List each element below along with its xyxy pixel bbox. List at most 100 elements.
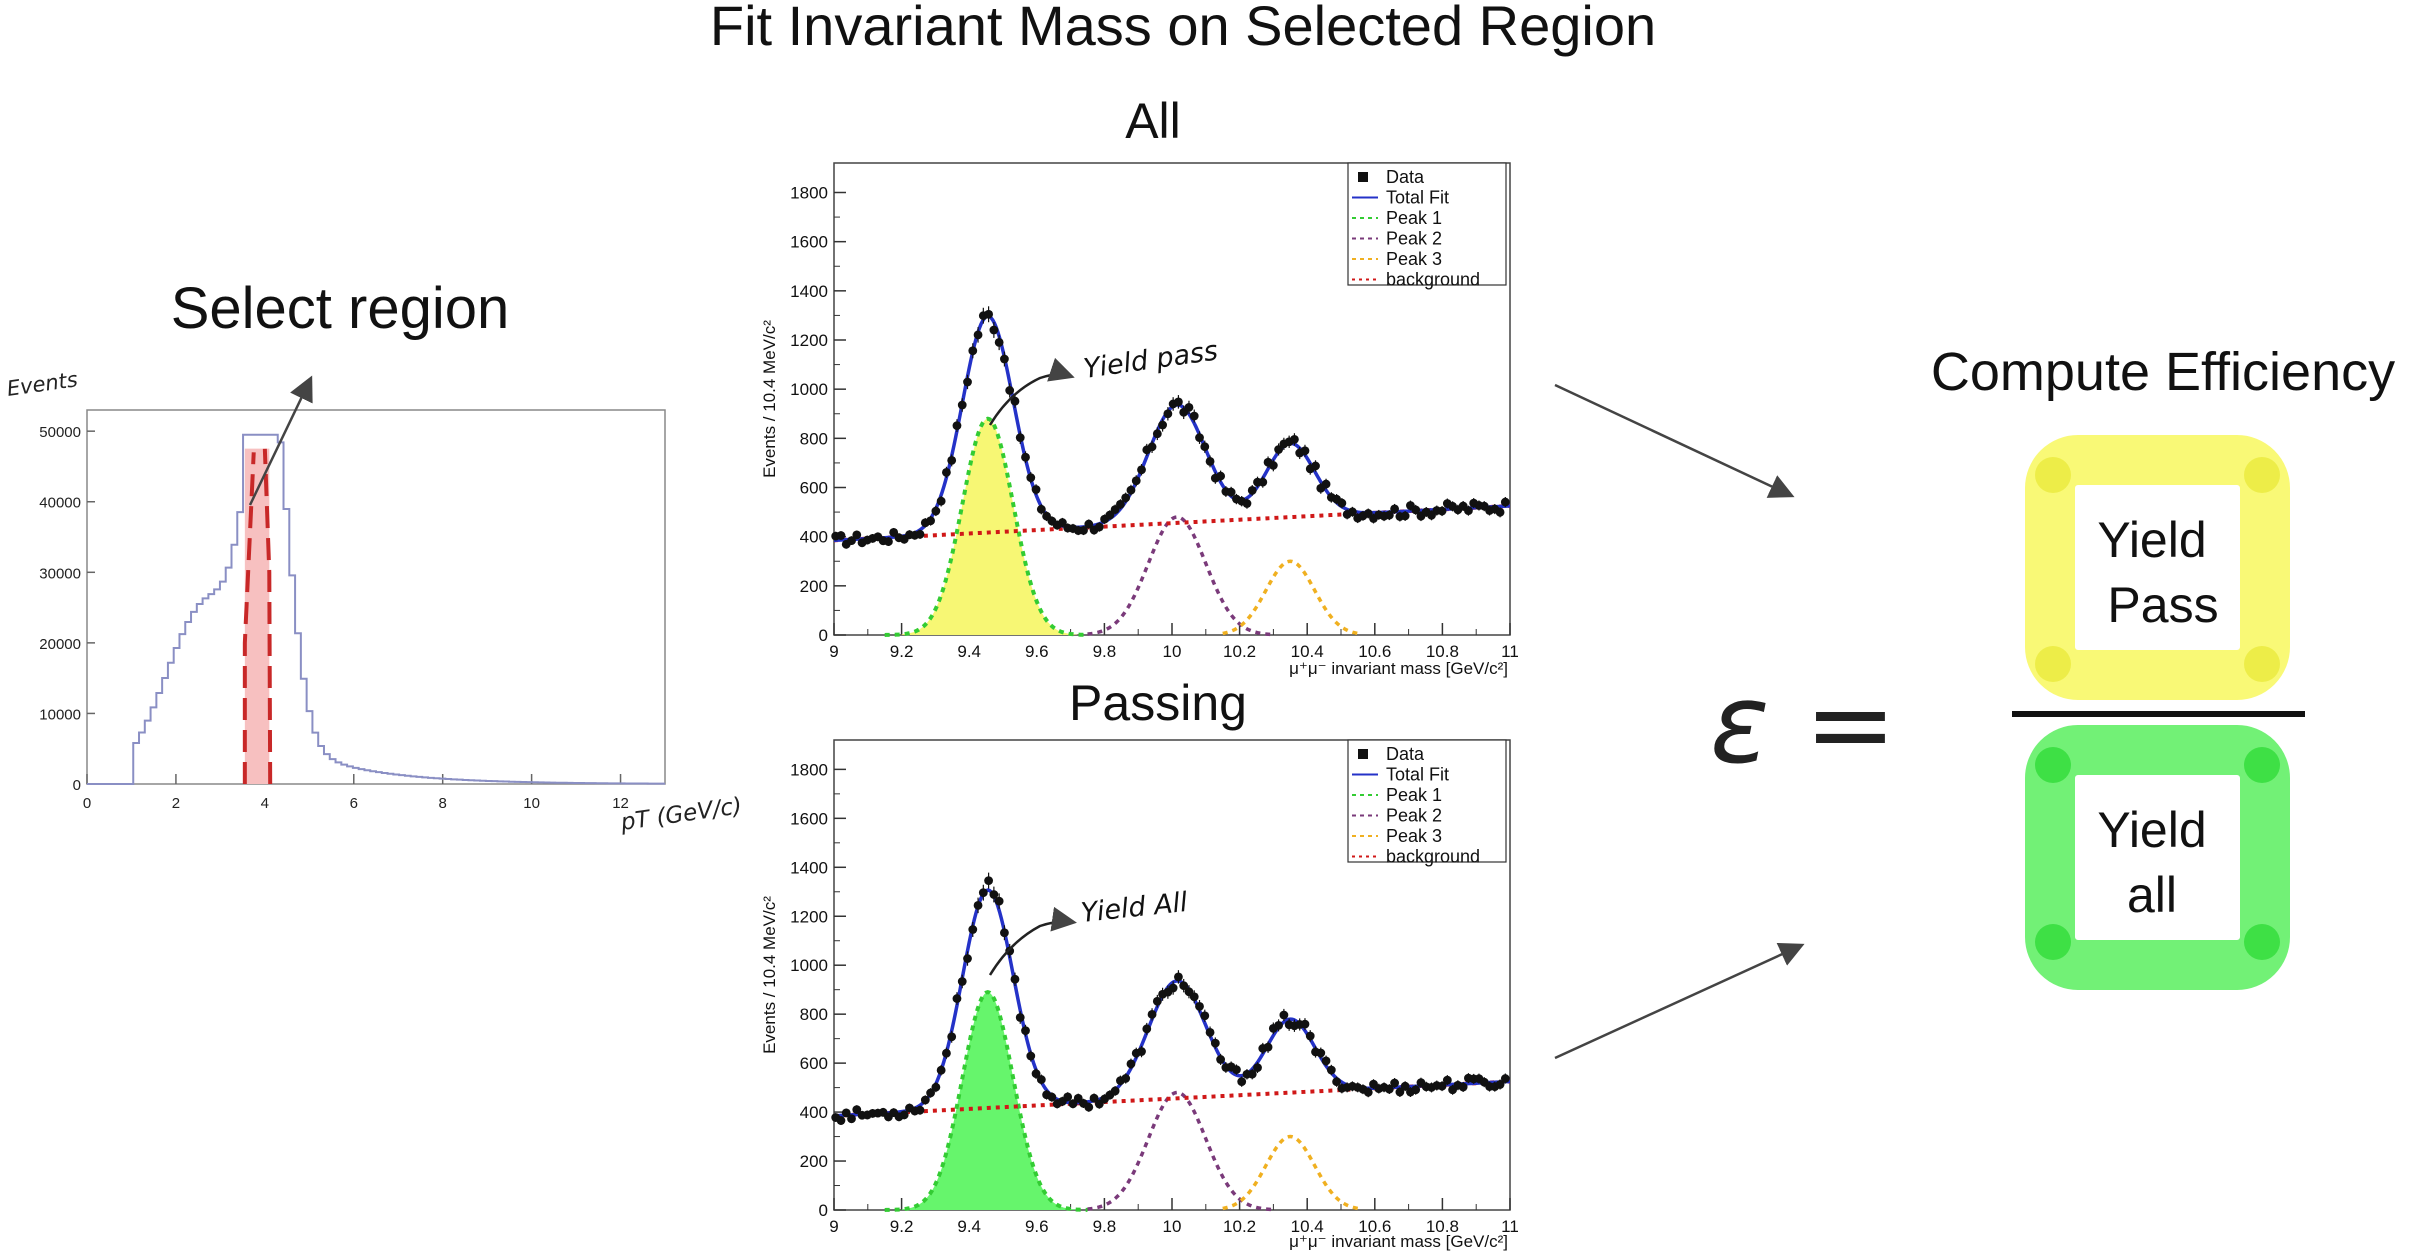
data-point — [947, 1032, 957, 1042]
fit-xtick-label: 10.6 — [1358, 1217, 1391, 1236]
fit-passing-annotation-arrow — [988, 906, 1077, 976]
legend-label: Peak 2 — [1386, 806, 1442, 826]
data-point — [920, 1095, 930, 1105]
fit-ytick-label: 800 — [800, 429, 828, 448]
pt-ytick-label: 40000 — [39, 495, 81, 512]
numerator-line-2: Pass — [2107, 577, 2218, 633]
fit-ytick-label: 1000 — [790, 956, 828, 975]
fit-all-peak2-curve — [1087, 515, 1274, 637]
data-point — [1247, 485, 1257, 495]
fit-ytick-label: 1400 — [790, 858, 828, 877]
fit-ytick-label: 1800 — [790, 184, 828, 203]
denominator-line-1: Yield — [2097, 802, 2206, 858]
data-point — [1458, 1082, 1468, 1092]
data-point — [1411, 505, 1421, 515]
data-point — [1274, 1020, 1284, 1030]
data-point — [1363, 1087, 1373, 1097]
fit-ytick-label: 0 — [819, 626, 828, 645]
pt-hist-yaxis: 0 10000 20000 30000 40000 50000 — [39, 424, 95, 794]
pt-hist-frame — [86, 409, 666, 785]
numerator-box: Yield Pass — [2025, 435, 2290, 700]
data-point — [1495, 1080, 1505, 1089]
fit-passing-xlabel: μ⁺μ⁻ invariant mass [GeV/c²] — [1289, 1232, 1508, 1251]
data-point — [899, 1110, 909, 1120]
data-point — [1015, 433, 1025, 443]
fit-all-data-points — [831, 306, 1510, 549]
data-point — [1147, 1009, 1157, 1019]
legend-label: Peak 3 — [1386, 249, 1442, 269]
fit-all-heading: All — [1125, 93, 1181, 149]
data-point — [1063, 1092, 1073, 1102]
data-point — [963, 377, 972, 387]
legend-label: Peak 1 — [1386, 785, 1442, 805]
data-point — [1089, 1093, 1099, 1103]
flow-arrow-top — [1554, 383, 1795, 498]
data-point — [1332, 1077, 1342, 1087]
data-point — [1316, 1048, 1326, 1058]
data-point — [1258, 477, 1268, 487]
efficiency-heading: Compute Efficiency — [1931, 342, 2395, 402]
fit-all-peak1-curve — [884, 416, 1088, 637]
fit-ytick-label: 800 — [800, 1005, 828, 1024]
fit-xtick-label: 9.4 — [957, 642, 981, 661]
fit-xtick-label: 9.8 — [1093, 642, 1117, 661]
data-point — [1390, 504, 1400, 514]
data-point — [1189, 992, 1199, 1002]
fit-all-xaxis: 9 9.2 9.4 9.6 9.8 10 10.2 10.4 10.6 10.8 11 — [829, 623, 1519, 661]
data-point — [1168, 983, 1178, 993]
data-point — [1015, 1013, 1025, 1022]
legend-box — [1347, 739, 1507, 863]
fit-xtick-label: 9.4 — [957, 1217, 981, 1236]
data-point — [1116, 499, 1125, 509]
pt-ytick-label: 10000 — [39, 706, 81, 723]
data-point — [1121, 493, 1131, 503]
legend-label: Peak 2 — [1386, 229, 1442, 249]
pt-hist-xaxis: 0 2 4 6 8 10 12 — [83, 774, 629, 812]
data-point — [947, 456, 957, 465]
pt-xtick-label: 0 — [83, 795, 91, 812]
fit-passing-peak2-curve — [1087, 1090, 1274, 1212]
data-point — [926, 1088, 936, 1098]
data-point — [973, 900, 983, 910]
data-point — [847, 1114, 856, 1124]
data-point — [1400, 1081, 1410, 1091]
data-point — [1179, 981, 1189, 991]
fit-passing-data-points — [831, 872, 1510, 1125]
fit-xtick-label: 11 — [1501, 642, 1519, 661]
data-point — [1021, 1026, 1030, 1036]
fit-passing-ylabel: Events / 10.4 MeV/c² — [760, 896, 779, 1054]
data-point — [1174, 972, 1183, 982]
data-point — [952, 421, 962, 431]
pt-ytick-label: 30000 — [39, 565, 81, 582]
fit-ytick-label: 1800 — [790, 760, 828, 779]
fit-ytick-label: 0 — [819, 1201, 828, 1220]
data-point — [1300, 446, 1310, 456]
data-point — [978, 888, 988, 898]
data-point — [1084, 519, 1094, 529]
data-point — [1105, 510, 1115, 520]
data-point — [1464, 506, 1473, 516]
data-point — [942, 467, 951, 477]
data-point — [915, 1105, 925, 1115]
data-point — [1021, 452, 1030, 462]
data-point — [1068, 1099, 1078, 1109]
data-point — [1210, 1038, 1220, 1048]
data-point — [1216, 1055, 1226, 1064]
pt-ytick-label: 50000 — [39, 424, 81, 441]
data-point — [1232, 1065, 1241, 1075]
data-point — [1174, 397, 1183, 407]
data-point — [1442, 1075, 1452, 1085]
data-point — [968, 925, 978, 934]
fit-all-ylabel: Events / 10.4 MeV/c² — [760, 320, 779, 478]
denominator-box: Yield all — [2025, 725, 2290, 990]
data-point — [936, 496, 946, 506]
pt-xtick-label: 8 — [439, 795, 447, 812]
legend-box — [1347, 162, 1507, 286]
fit-xtick-label: 9.6 — [1025, 642, 1049, 661]
data-point — [1500, 497, 1510, 507]
fit-passing-annotation: Yield All — [1079, 887, 1189, 929]
data-point — [968, 346, 978, 356]
data-point — [1411, 1085, 1421, 1095]
fit-panel-passing: Passing 0 200 400 600 800 1000 1200 1400 1600 180… — [760, 675, 1519, 1251]
